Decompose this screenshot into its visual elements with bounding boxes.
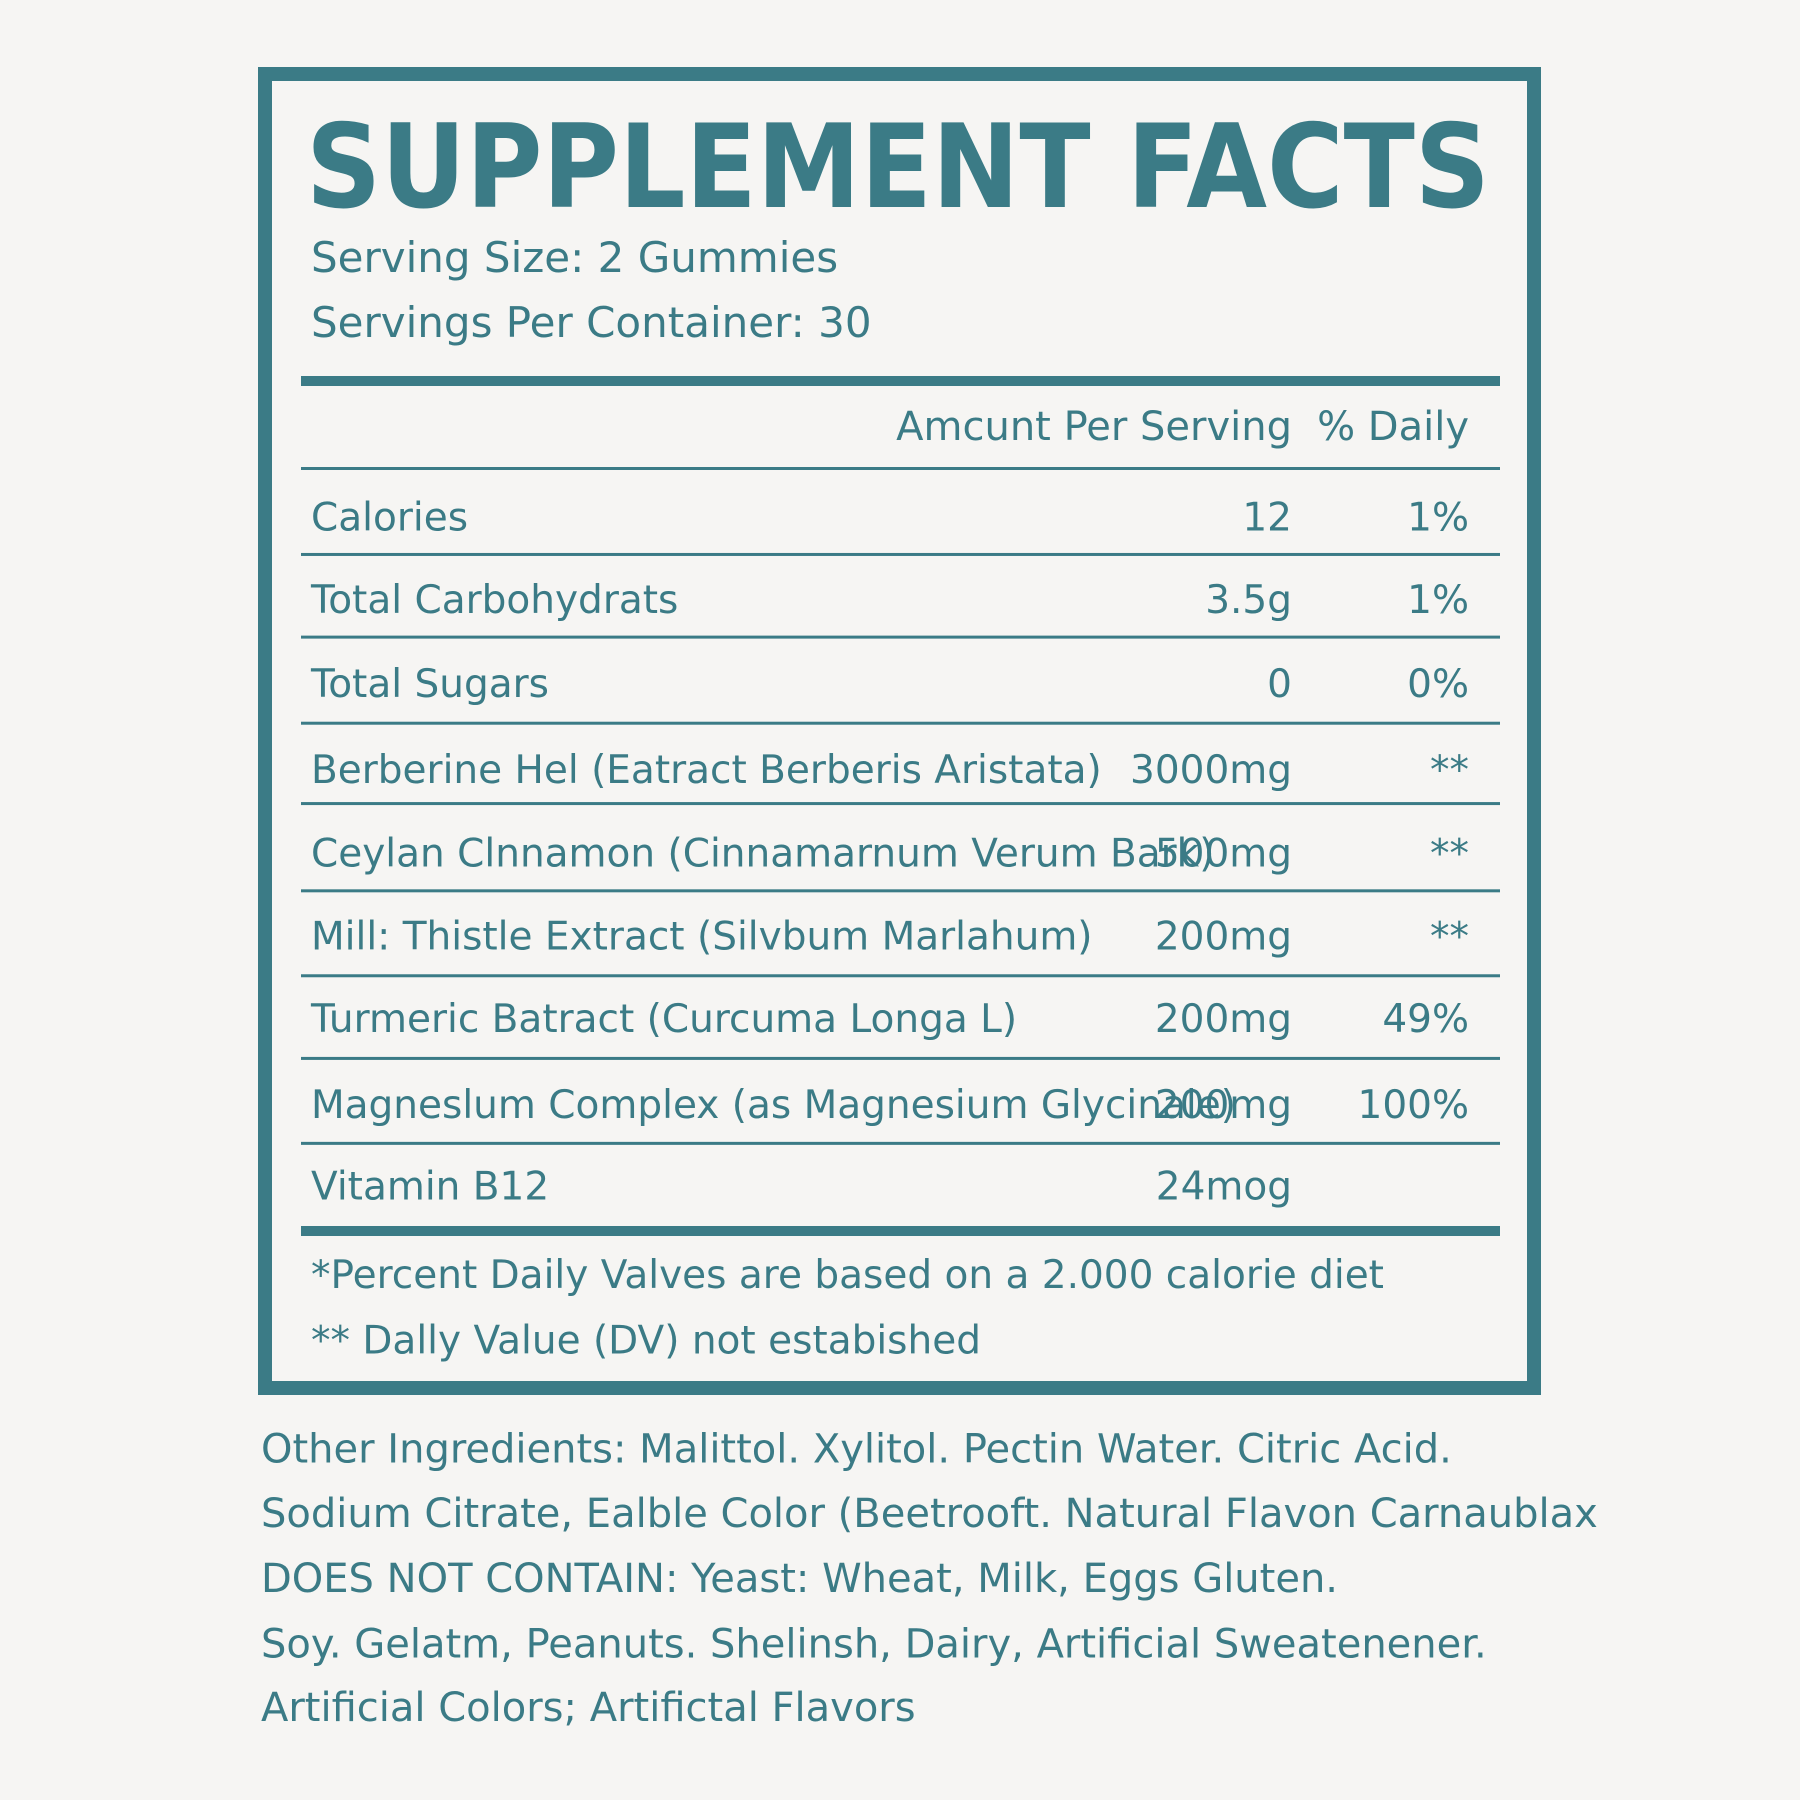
other-ingredients-line: Soy. Gelatm, Peanuts. Shelinsh, Dairy, A… [261, 1622, 1487, 1668]
serving-size: Serving Size: 2 Gummies [311, 233, 838, 282]
nutrient-name: Turmeric Batract (Curcuma Longa L) [310, 997, 1017, 1042]
nutrient-name: Mill: Thistle Extract (Silvbum Marlahum) [311, 914, 1093, 959]
nutrient-amount: 200mg [1155, 997, 1292, 1042]
daily-value: 1% [1407, 578, 1469, 623]
nutrient-name: Total Sugars [310, 662, 549, 707]
nutrient-name: Vitamin B12 [311, 1165, 549, 1210]
rule [301, 635, 1500, 639]
footnote: ** Dally Value (DV) not estabished [311, 1318, 981, 1363]
rule [301, 974, 1500, 978]
other-ingredients-line: Other Ingredients: Malittol. Xylitol. Pe… [261, 1427, 1452, 1473]
rule [301, 802, 1500, 806]
servings-per-container: Servings Per Container: 30 [311, 298, 872, 347]
thick-rule [301, 376, 1500, 386]
other-ingredients-line: DOES NOT CONTAIN: Yeast: Wheat, Milk, Eg… [261, 1556, 1338, 1602]
daily-value: 0% [1407, 662, 1469, 707]
nutrient-amount: 3000mg [1130, 748, 1292, 793]
rule [301, 721, 1500, 725]
other-ingredients-line: Artificial Colors; Artifictal Flavors [261, 1685, 916, 1731]
other-ingredients-line: Sodium Citrate, Ealble Color (Beetrooft.… [261, 1491, 1598, 1537]
nutrient-amount: 3.5g [1205, 578, 1292, 623]
nutrient-name: Calories [311, 495, 468, 540]
daily-value: 49% [1382, 997, 1469, 1042]
nutrient-amount: 24mog [1156, 1165, 1292, 1210]
daily-value: 100% [1358, 1083, 1470, 1128]
daily-value: 1% [1407, 495, 1469, 540]
rule [301, 889, 1500, 893]
label-border [258, 67, 1541, 1395]
nutrient-name: Total Carbohydrats [310, 578, 678, 623]
footnote: *Percent Daily Valves are based on a 2.0… [311, 1253, 1384, 1298]
rule [301, 552, 1500, 556]
rule [301, 1141, 1500, 1145]
rule [301, 1056, 1500, 1060]
nutrient-amount: 200mg [1155, 1083, 1292, 1128]
nutrient-name: Berberine Hel (Eatract Berberis Aristata… [311, 748, 1102, 793]
nutrient-amount: 500mg [1155, 832, 1292, 877]
nutrient-amount: 0 [1267, 662, 1292, 707]
rule [301, 467, 1500, 470]
nutrient-name: Magneslum Complex (as Magnesium Glycinal… [311, 1083, 1236, 1128]
daily-value: ** [1430, 914, 1469, 959]
nutrient-amount: 12 [1242, 495, 1292, 540]
title: SUPPLEMENT FACTS [306, 100, 1490, 235]
column-header: % Daily [1317, 404, 1469, 450]
daily-value: ** [1430, 748, 1469, 793]
nutrient-amount: 200mg [1155, 914, 1292, 959]
column-header: Amcunt Per Serving [896, 404, 1292, 450]
thick-rule [301, 1226, 1500, 1236]
nutrient-name: Ceylan Clnnamon (Cinnamarnum Verum Bark) [311, 832, 1214, 877]
daily-value: ** [1430, 832, 1469, 877]
